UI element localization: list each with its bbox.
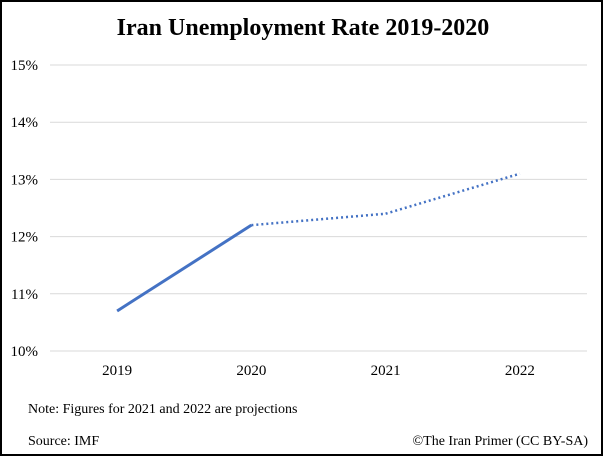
y-tick-label: 13% [11, 172, 39, 188]
x-tick-label: 2019 [102, 363, 132, 379]
y-tick-label: 15% [11, 58, 39, 74]
x-tick-label: 2022 [505, 363, 535, 379]
y-tick-label: 10% [11, 344, 39, 360]
x-tick-label: 2020 [236, 363, 266, 379]
y-tick-label: 14% [11, 115, 39, 131]
y-tick-label: 11% [11, 287, 38, 303]
credit-label: ©The Iran Primer (CC BY-SA) [413, 434, 589, 449]
y-tick-label: 12% [11, 230, 39, 246]
actual-segment [116, 223, 253, 313]
projected-segment [251, 212, 386, 227]
projection-note: Note: Figures for 2021 and 2022 are proj… [28, 402, 297, 417]
source-label: Source: IMF [28, 434, 99, 449]
y-axis-ticks: 10% 11% 12% 13% 14% 15% [11, 58, 39, 360]
series-layer [116, 172, 521, 313]
gridlines [50, 64, 587, 352]
chart-title: Iran Unemployment Rate 2019-2020 [117, 15, 490, 41]
x-tick-label: 2021 [371, 363, 401, 379]
projected-segment [385, 172, 521, 215]
x-axis-ticks: 2019 2020 2021 2022 [102, 363, 535, 379]
